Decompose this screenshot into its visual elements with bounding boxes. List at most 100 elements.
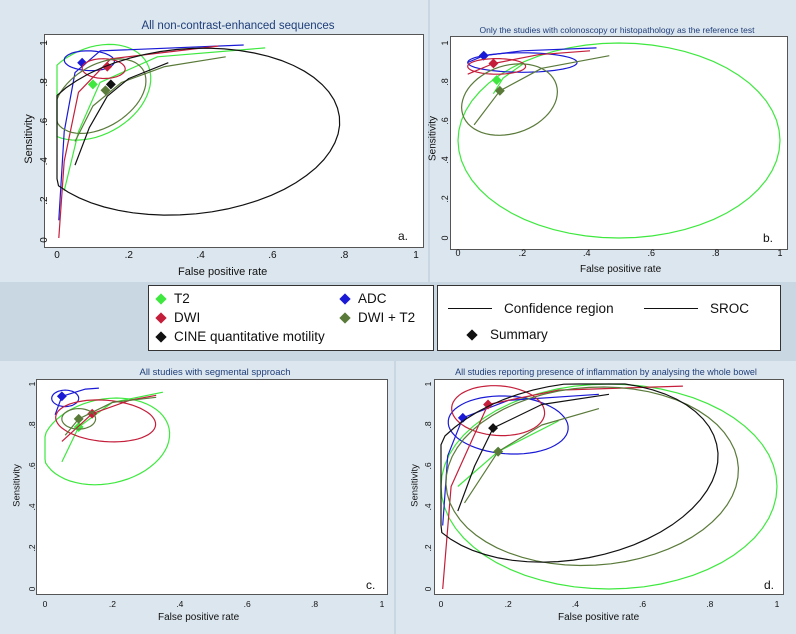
sroc-curve-b-t2 (492, 63, 523, 95)
conf-region-c-dwi-t2 (61, 407, 97, 430)
y-tick-b-3: .6 (440, 117, 450, 125)
x-tick-b-1: .2 (519, 248, 527, 258)
legend-item-t2: T2 (155, 291, 190, 306)
sroc-curve-b-dwi-t2 (473, 55, 610, 126)
conf-region-a-cine-quantitative-motility (56, 47, 341, 216)
y-tick-c-2: .4 (27, 503, 37, 510)
panel-letter-c: c. (366, 578, 376, 592)
x-axis-label-a: False positive rate (178, 266, 268, 278)
y-tick-d-4: .8 (423, 421, 433, 428)
summary-point-d-dwi-t2 (493, 446, 504, 457)
legend-item-dwi-t2: DWI + T2 (339, 310, 416, 325)
x-tick-a-5: 1 (413, 250, 419, 261)
summary-point-b-dwi (488, 58, 499, 69)
legend-item-adc: ADC (339, 291, 387, 306)
x-tick-c-5: 1 (380, 599, 385, 609)
y-tick-a-2: .4 (39, 157, 50, 166)
y-tick-b-0: 0 (440, 235, 450, 240)
legend-label-summary: Summary (490, 327, 548, 342)
y-tick-b-1: .2 (440, 195, 450, 203)
summary-point-a-dwi-t2 (100, 85, 111, 96)
chart-title-d: All studies reporting presence of inflam… (455, 367, 757, 377)
x-tick-b-4: .8 (712, 248, 720, 258)
y-tick-c-1: .2 (27, 544, 37, 551)
chart-title-c: All studies with segmental spproach (139, 367, 291, 378)
x-tick-c-3: .6 (244, 599, 251, 609)
legend-item-confidence: Confidence region (448, 301, 614, 316)
x-tick-b-3: .6 (647, 248, 655, 258)
y-tick-c-4: .8 (27, 421, 37, 428)
conf-region-c-t2 (44, 397, 171, 486)
x-tick-c-0: 0 (43, 599, 48, 609)
y-tick-d-0: 0 (423, 586, 433, 591)
legend-label-adc: ADC (358, 291, 387, 306)
y-tick-b-5: 1 (440, 40, 450, 45)
y-tick-c-5: 1 (27, 381, 37, 386)
x-tick-a-3: .6 (268, 250, 277, 261)
conf-region-a-dwi-t2 (56, 58, 147, 135)
x-tick-b-5: 1 (777, 248, 782, 258)
x-tick-d-1: .2 (505, 599, 512, 609)
sroc-curve-a-dwi-t2 (74, 56, 226, 142)
summary-point-c-adc (56, 391, 67, 402)
y-tick-a-1: .2 (39, 196, 50, 205)
y-tick-c-3: .6 (27, 462, 37, 469)
legend-label-sroc: SROC (710, 301, 750, 316)
conf-region-d-t2 (440, 383, 778, 590)
legend-item-cine: CINE quantitative motility (155, 329, 325, 344)
sroc-curve-c-dwi (61, 394, 157, 442)
conf-region-d-dwi-t2 (445, 386, 740, 567)
x-tick-d-2: .4 (572, 599, 579, 609)
legend-item-sroc: SROC (644, 301, 749, 316)
conf-region-b-dwi-t2 (460, 63, 559, 136)
legend-label-confidence: Confidence region (504, 301, 614, 316)
summary-point-a-cine-quantitative-motility (105, 79, 116, 90)
legend-lines: Confidence region SROC Summary (437, 285, 781, 351)
y-tick-a-4: .8 (39, 78, 50, 87)
conf-region-c-adc (51, 389, 80, 408)
sroc-curve-a-adc (58, 44, 244, 221)
conf-region-b-dwi (467, 57, 527, 75)
x-tick-d-4: .8 (706, 599, 713, 609)
sroc-curve-a-cine-quantitative-motility (74, 62, 169, 166)
sroc-curve-b-adc (467, 47, 597, 64)
conf-region-c-dwi (55, 399, 157, 443)
conf-region-d-cine-quantitative-motility (440, 383, 719, 563)
legend-label-cine: CINE quantitative motility (174, 329, 325, 344)
summary-point-a-t2 (87, 79, 98, 90)
y-tick-b-4: .8 (440, 78, 450, 86)
x-tick-a-4: .8 (340, 250, 349, 261)
x-axis-label-d: False positive rate (558, 612, 640, 623)
y-tick-d-3: .6 (423, 462, 433, 469)
x-axis-label-b: False positive rate (580, 264, 662, 275)
sroc-curve-c-dwi-t2 (64, 396, 157, 436)
sroc-curve-d-dwi-t2 (463, 408, 600, 504)
sroc-curve-c-adc (54, 387, 99, 416)
x-tick-d-0: 0 (439, 599, 444, 609)
legend-label-t2: T2 (174, 291, 190, 306)
x-tick-b-2: .4 (583, 248, 591, 258)
summary-point-d-cine-quantitative-motility (488, 423, 499, 434)
x-tick-a-0: 0 (54, 250, 60, 261)
legend-item-summary: Summary (466, 327, 548, 342)
sroc-curve-a-t2 (63, 47, 266, 191)
legend-label-dwi-t2: DWI + T2 (358, 310, 416, 325)
x-axis-label-c: False positive rate (158, 612, 240, 623)
x-tick-c-4: .8 (311, 599, 318, 609)
panel-letter-d: d. (764, 578, 775, 592)
sroc-curve-b-dwi (467, 50, 591, 75)
legend-line-sroc (644, 308, 698, 309)
summary-point-d-adc (457, 412, 468, 423)
x-tick-a-1: .2 (125, 250, 134, 261)
panel-letter-a: a. (398, 229, 409, 243)
y-tick-d-2: .4 (423, 503, 433, 510)
legend-series: T2 ADC DWI DWI + T2 CINE quantitative mo… (148, 285, 434, 351)
summary-point-d-dwi (483, 399, 493, 410)
y-tick-c-0: 0 (27, 586, 37, 591)
legend-line-confidence (448, 308, 492, 309)
y-tick-d-1: .2 (423, 544, 433, 551)
legend-item-dwi: DWI (155, 310, 201, 325)
x-tick-d-3: .6 (639, 599, 646, 609)
legend-label-dwi: DWI (174, 310, 201, 325)
